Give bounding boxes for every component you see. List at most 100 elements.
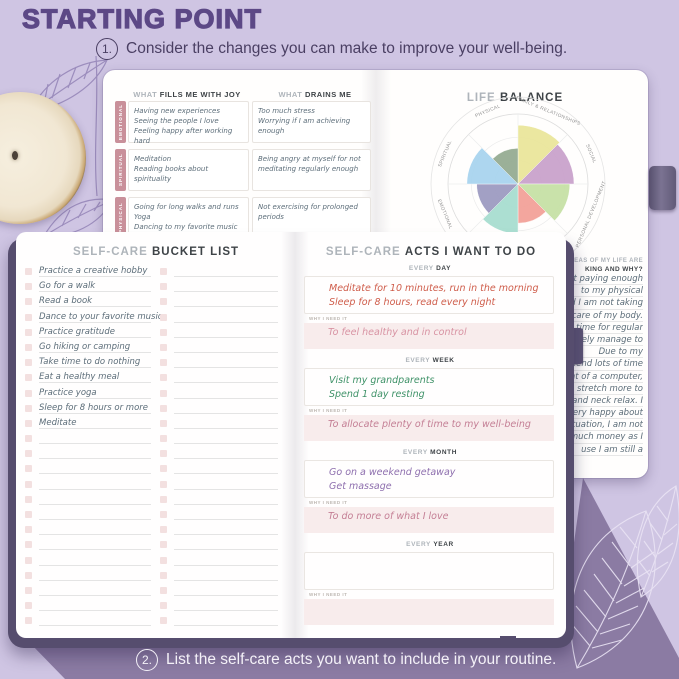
checkbox [160, 359, 167, 367]
bucket-row [16, 613, 295, 628]
bucket-item [39, 598, 151, 612]
bucket-row [16, 507, 295, 522]
category-tab-emotional: EMOTIONAL [115, 101, 126, 143]
bucket-row [16, 446, 295, 461]
checkbox [160, 480, 167, 488]
checkbox [25, 359, 32, 367]
checkbox [160, 511, 167, 518]
why-block: WHY I NEED IT To do more of what I love [304, 498, 554, 533]
acts-input-box: Go on a weekend getaway Get massage [304, 460, 554, 498]
wheel-sector [517, 124, 560, 185]
reflection-header: AREAS OF MY LIFE ARE [564, 258, 643, 264]
bucket-row: Read a book [16, 294, 295, 309]
header-light: SELF-CARE [325, 246, 401, 258]
drains-column-header: WHAT DRAINS ME [259, 90, 371, 99]
acts-line: Meditate for 10 minutes, run in the morn… [329, 283, 539, 294]
checkbox [25, 586, 32, 594]
bucket-row: Take time to do nothing [16, 355, 295, 370]
checkbox [25, 465, 32, 473]
checkbox [160, 556, 167, 564]
checkbox [25, 495, 32, 503]
wheel-sector [517, 183, 571, 221]
bucket-row: Dance to your favorite music [16, 310, 295, 325]
bucket-item [39, 492, 151, 505]
bucket-list-header: SELF-CARE BUCKET LIST [46, 246, 266, 258]
checkbox [25, 374, 32, 382]
header-bold: DRAINS ME [304, 90, 352, 99]
why-block: WHY I NEED IT To feel healthy and in cont… [304, 314, 554, 349]
bucket-row [16, 522, 295, 537]
bucket-row [16, 598, 295, 613]
checkbox [25, 328, 32, 336]
checkbox [160, 602, 167, 610]
step-2: 2. List the self-care acts you want to in… [136, 649, 556, 671]
why-input-box: To do more of what I love [304, 507, 554, 533]
bucket-item-empty [174, 461, 278, 475]
bucket-item: Go for a walk [39, 279, 151, 293]
header-bold: ACTS I WANT TO DO [404, 246, 537, 258]
category-tab-label: SPIRITUAL [118, 153, 123, 187]
acts-header: SELF-CARE ACTS I WANT TO DO [311, 246, 551, 258]
step-2-number: 2. [136, 649, 158, 671]
acts-input-box: Visit my grandparents Spend 1 day resting [304, 368, 554, 406]
bucket-item: Read a book [39, 294, 151, 308]
bucket-row [16, 431, 295, 446]
bucket-item [39, 553, 151, 566]
bucket-item [39, 583, 151, 596]
bucket-item: Sleep for 8 hours or more [39, 401, 151, 414]
category-tab-spiritual: SPIRITUAL [115, 149, 126, 191]
life-balance-wheel-chart: FAMILY & RELATIONSHIPS SOCIAL PERSONAL DEV… [430, 95, 608, 272]
checkbox [25, 389, 32, 397]
bucket-item [39, 613, 151, 627]
checkbox [160, 586, 167, 594]
checkbox [25, 404, 32, 412]
checkbox [25, 298, 32, 306]
category-tab-physical: PHYSICAL [115, 197, 126, 239]
why-block: WHY I NEED IT To allocate plenty of time … [304, 406, 554, 441]
bucket-row: Eat a healthy meal [16, 370, 295, 385]
bottom-journal-spread: SELF-CARE BUCKET LIST Practice a creativ… [16, 232, 566, 638]
bucket-item-empty [174, 431, 278, 445]
bucket-row [16, 583, 295, 598]
step-2-text: List the self-care acts you want to incl… [166, 651, 557, 669]
bucket-item-empty [174, 264, 278, 277]
bucket-item-empty [174, 583, 278, 596]
bucket-row: Practice yoga [16, 386, 295, 401]
category-tab-label: EMOTIONAL [118, 104, 123, 140]
checkbox [25, 435, 32, 443]
checkbox [25, 511, 32, 518]
reflection-header-bold: KING AND WHY? [584, 266, 643, 273]
checkbox [160, 541, 167, 549]
checkbox [160, 526, 167, 534]
wheel-sector-label: PERSONAL DEVELOPMENT [575, 180, 608, 248]
checkbox [160, 617, 167, 625]
checkbox [160, 450, 167, 458]
checkbox [25, 343, 32, 351]
bucket-item-empty [174, 355, 278, 369]
checkbox [25, 283, 32, 291]
step-1-number: 1. [96, 38, 118, 60]
header-light: WHAT [278, 90, 303, 99]
bucket-item-empty [174, 370, 278, 384]
acts-input-box: Meditate for 10 minutes, run in the morn… [304, 276, 554, 314]
checkbox [160, 571, 167, 579]
header-light: LIFE [466, 92, 496, 104]
bucket-item: Practice a creative hobby [39, 264, 151, 277]
drains-cell: Being angry at myself for not meditating… [252, 149, 371, 191]
section-label: EVERY WEEK [405, 357, 455, 364]
joy-cell: Meditation Reading books about spiritual… [128, 149, 249, 191]
checkbox [25, 313, 32, 321]
why-label: WHY I NEED IT [309, 500, 348, 505]
bucket-item [39, 522, 151, 536]
bucket-row [16, 568, 295, 583]
checkbox [160, 268, 167, 275]
drains-cell: Too much stress Worrying if I am achievi… [252, 101, 371, 143]
page-title: STARTING POINT [21, 3, 262, 34]
bucket-item [39, 568, 151, 581]
wheel-sector [517, 144, 575, 185]
section-label: EVERY YEAR [406, 541, 454, 548]
checkbox [160, 343, 167, 351]
checkbox [25, 480, 32, 488]
acts-line: Sleep for 8 hours, read every night [329, 297, 496, 309]
